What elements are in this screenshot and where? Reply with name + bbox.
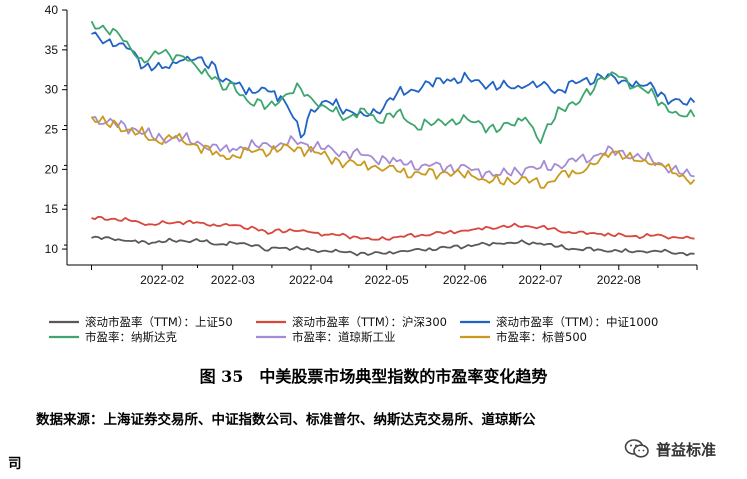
- pe-ratio-line-chart: 10 15 20 25 30 35 40 2022-02 2022-03 2022-04 2022-…: [45, 3, 698, 344]
- series-line: [90, 115, 696, 189]
- x-tick-label: 2022-02: [140, 273, 184, 287]
- chart-axes: 10 15 20 25 30 35 40 2022-02 2022-03 2022-04 2022-…: [45, 3, 698, 287]
- x-tick-label: 2022-03: [211, 273, 255, 287]
- legend-label: 市盈率：标普500: [496, 330, 587, 344]
- legend-label: 滚动市盈率（TTM）：沪深300: [292, 315, 447, 329]
- series-line: [91, 116, 695, 180]
- y-tick-label: 40: [45, 3, 59, 17]
- chart-legend: 滚动市盈率（TTM）：上证50 滚动市盈率（TTM）：沪深300 滚动市盈率（TTM…: [49, 315, 658, 344]
- data-source-note: 数据来源：上海证券交易所、中证指数公司、标准普尔、纳斯达克交易所、道琼斯公: [36, 412, 536, 428]
- figure-caption: 图 35 中美股票市场典型指数的市盈率变化趋势: [199, 367, 548, 386]
- watermark-text: 普益标准: [656, 440, 717, 459]
- series-line: [91, 235, 695, 257]
- x-tick-label: 2022-08: [597, 273, 641, 287]
- watermark: 普益标准: [624, 436, 716, 462]
- y-tick-label: 20: [45, 162, 59, 176]
- series-line: [91, 31, 696, 139]
- y-tick-label: 15: [45, 202, 59, 216]
- x-tick-label: 2022-04: [289, 273, 333, 287]
- x-tick-label: 2022-07: [519, 273, 563, 287]
- series-line: [90, 20, 696, 145]
- legend-label: 滚动市盈率（TTM）：中证1000: [496, 315, 658, 329]
- chart-plot-area: [90, 20, 696, 257]
- wechat-icon: [624, 439, 649, 458]
- y-tick-label: 35: [45, 43, 59, 57]
- y-tick-label: 25: [45, 123, 59, 137]
- data-source-note-continued: 司: [8, 456, 22, 472]
- legend-label: 滚动市盈率（TTM）：上证50: [85, 315, 233, 329]
- y-tick-label: 30: [45, 83, 59, 97]
- series-line: [91, 215, 695, 241]
- legend-label: 市盈率：纳斯达克: [85, 330, 177, 344]
- y-tick-label: 10: [45, 242, 59, 256]
- x-tick-label: 2022-05: [365, 273, 409, 287]
- x-tick-label: 2022-06: [443, 273, 487, 287]
- legend-label: 市盈率：道琼斯工业: [292, 330, 396, 344]
